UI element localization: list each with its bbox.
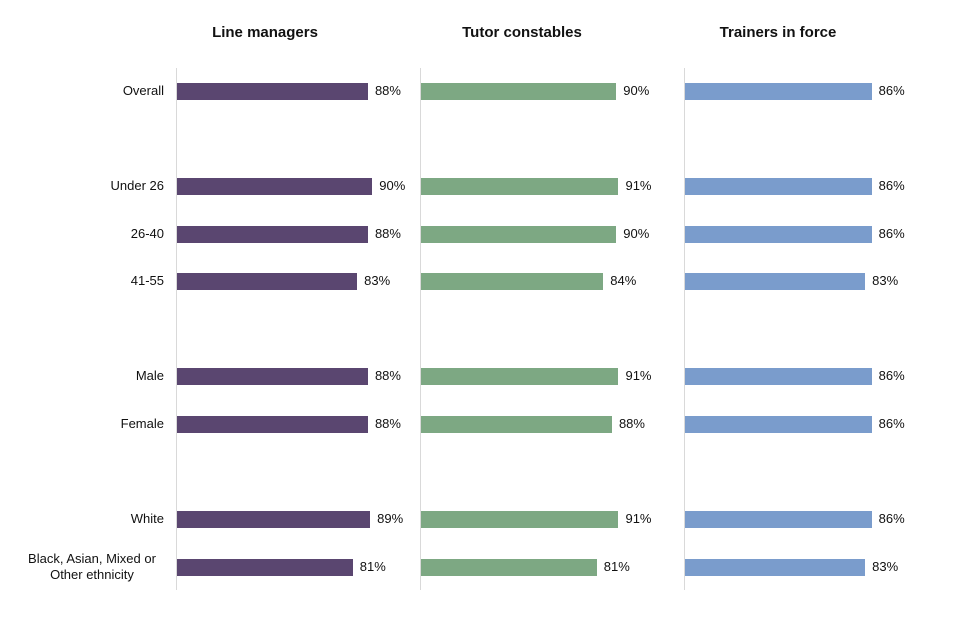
bar: [685, 510, 872, 528]
bar: [177, 272, 358, 290]
data-label: 83%: [872, 559, 899, 574]
category-label: Black, Asian, Mixed or Other ethnicity: [28, 551, 156, 582]
bar: [685, 415, 872, 433]
panel-title: Tutor constables: [462, 24, 582, 41]
category-label: Female: [120, 416, 164, 431]
category-label: White: [130, 511, 164, 526]
category-label: Male: [135, 368, 164, 383]
data-label: 88%: [374, 368, 401, 383]
data-label: 90%: [623, 83, 650, 98]
bar: [177, 558, 353, 576]
bar: [421, 510, 619, 528]
data-label: 81%: [603, 559, 630, 574]
data-label: 88%: [374, 83, 401, 98]
bar: [177, 510, 371, 528]
data-label: 86%: [878, 178, 905, 193]
panel-title: Trainers in force: [719, 24, 837, 41]
data-label: 86%: [878, 368, 905, 383]
bar: [177, 177, 373, 195]
bar: [421, 177, 619, 195]
bar: [685, 225, 872, 243]
bar: [421, 415, 612, 433]
data-label: 91%: [625, 368, 652, 383]
data-label: 86%: [878, 416, 905, 431]
bar: [685, 558, 866, 576]
bar: [177, 415, 368, 433]
data-label: 90%: [623, 226, 650, 241]
bar: [685, 82, 872, 100]
data-label: 86%: [878, 83, 905, 98]
data-label: 86%: [878, 226, 905, 241]
bar: [421, 272, 604, 290]
data-label: 81%: [359, 559, 386, 574]
category-label: Overall: [122, 83, 164, 98]
bar: [421, 225, 617, 243]
bar: [177, 367, 368, 385]
bar: [685, 272, 866, 290]
panel-axis: [684, 68, 685, 590]
data-label: 91%: [625, 511, 652, 526]
data-label: 89%: [377, 511, 404, 526]
data-label: 90%: [379, 178, 406, 193]
data-label: 88%: [374, 226, 401, 241]
bar: [685, 367, 872, 385]
category-label: 41-55: [130, 273, 164, 288]
bar: [177, 225, 368, 243]
data-label: 86%: [878, 511, 905, 526]
bar: [421, 367, 619, 385]
category-label: Under 26: [110, 178, 164, 193]
data-label: 83%: [872, 273, 899, 288]
bar: [421, 82, 617, 100]
panel-title: Line managers: [212, 24, 318, 41]
panel-axis: [176, 68, 177, 590]
data-label: 83%: [364, 273, 391, 288]
category-label: 26-40: [130, 226, 164, 241]
data-label: 91%: [625, 178, 652, 193]
bar: [685, 177, 872, 195]
bar: [177, 82, 368, 100]
bar: [421, 558, 597, 576]
data-label: 84%: [610, 273, 637, 288]
data-label: 88%: [374, 416, 401, 431]
data-label: 88%: [618, 416, 645, 431]
panel-axis: [420, 68, 421, 590]
